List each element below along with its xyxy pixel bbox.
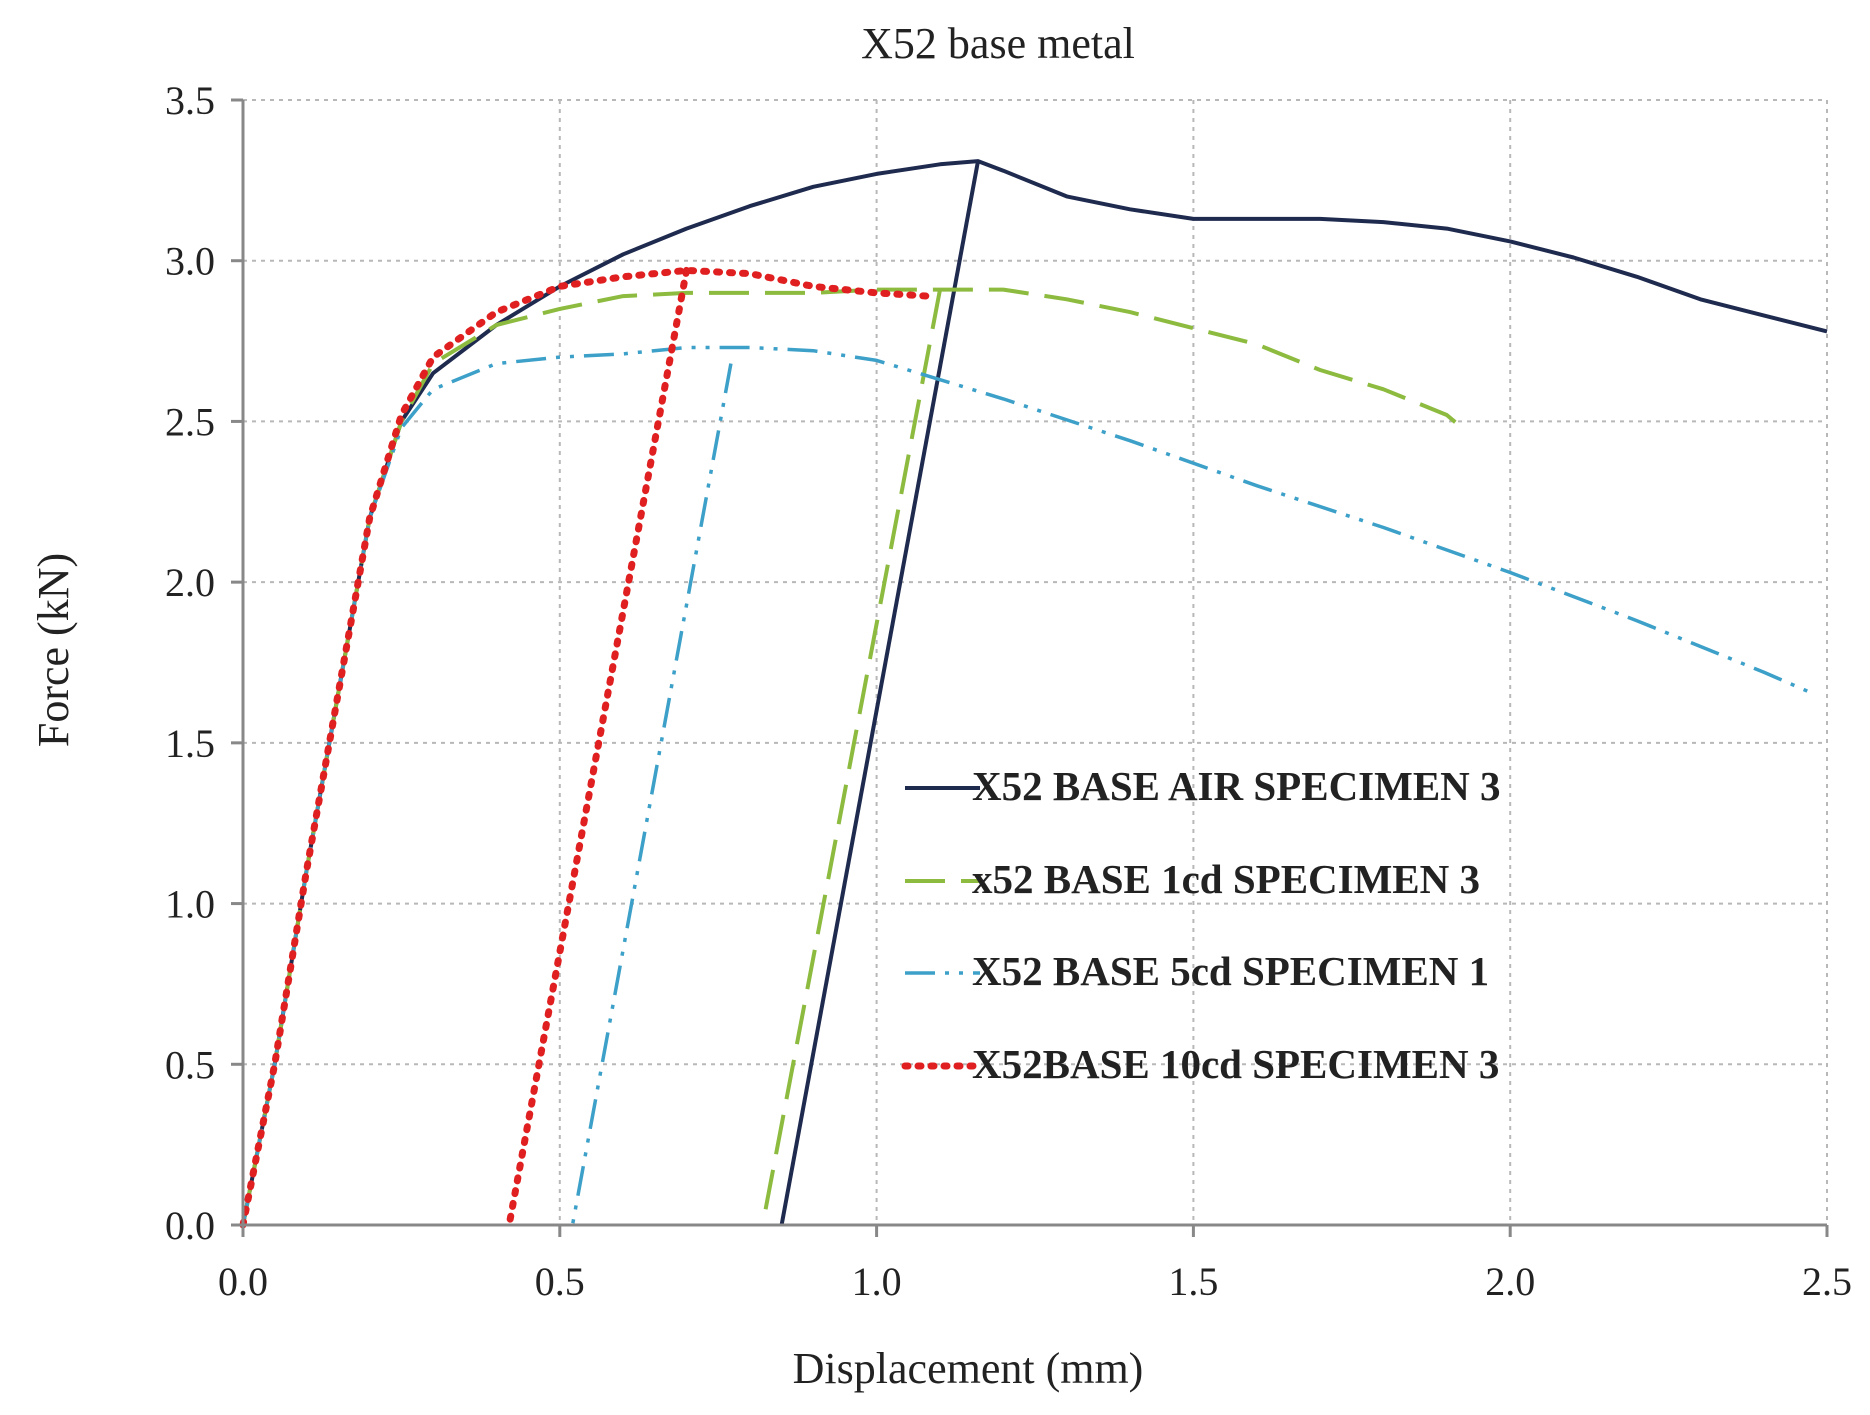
y-tick-label: 2.0 — [165, 560, 215, 605]
series-4 — [239, 266, 931, 1229]
legend-label: X52BASE 10cd SPECIMEN 3 — [972, 1041, 1499, 1087]
series-unload-line — [505, 266, 690, 1229]
x-tick-label: 1.0 — [852, 1259, 902, 1304]
y-tick-label: 3.5 — [165, 78, 215, 123]
y-tick-label: 0.0 — [165, 1203, 215, 1248]
series-unload-line — [760, 289, 942, 1226]
y-tick-label: 1.0 — [165, 882, 215, 927]
x-tick-label: 2.0 — [1485, 1259, 1535, 1304]
legend-item: x52 BASE 1cd SPECIMEN 3 — [905, 856, 1480, 902]
legend-item: X52 BASE 5cd SPECIMEN 1 — [905, 948, 1489, 994]
gridlines — [243, 99, 1828, 1225]
x-tick-label: 0.0 — [218, 1259, 268, 1304]
legend-label: X52 BASE 5cd SPECIMEN 1 — [972, 948, 1489, 994]
y-tick-label: 0.5 — [165, 1042, 215, 1087]
series-layer — [239, 159, 1828, 1229]
x-tick-label: 1.5 — [1168, 1259, 1218, 1304]
legend-item: X52BASE 10cd SPECIMEN 3 — [901, 1041, 1499, 1087]
y-tick-label: 3.0 — [165, 239, 215, 284]
series-unload-line — [779, 160, 980, 1226]
chart-title: X52 base metal — [861, 19, 1135, 68]
series-line — [239, 266, 931, 1229]
series-unload-line — [570, 363, 733, 1226]
axes — [231, 98, 1829, 1237]
x-tick-label: 2.5 — [1802, 1259, 1852, 1304]
legend-label: X52 BASE AIR SPECIMEN 3 — [972, 763, 1501, 809]
legend-item: X52 BASE AIR SPECIMEN 3 — [905, 763, 1501, 809]
legend: X52 BASE AIR SPECIMEN 3 x52 BASE 1cd SPEC… — [901, 763, 1501, 1087]
y-tick-label: 2.5 — [165, 399, 215, 444]
y-tick-label: 1.5 — [165, 721, 215, 766]
x-axis-title: Displacement (mm) — [793, 1344, 1144, 1393]
tick-labels: 0.0 0.5 1.0 1.5 2.0 2.5 0.0 0.5 1.0 1.5 2.0 2.5 3.0 3… — [165, 78, 1852, 1304]
y-axis-title: Force (kN) — [29, 553, 78, 747]
x-tick-label: 0.5 — [535, 1259, 585, 1304]
legend-label: x52 BASE 1cd SPECIMEN 3 — [972, 856, 1480, 902]
